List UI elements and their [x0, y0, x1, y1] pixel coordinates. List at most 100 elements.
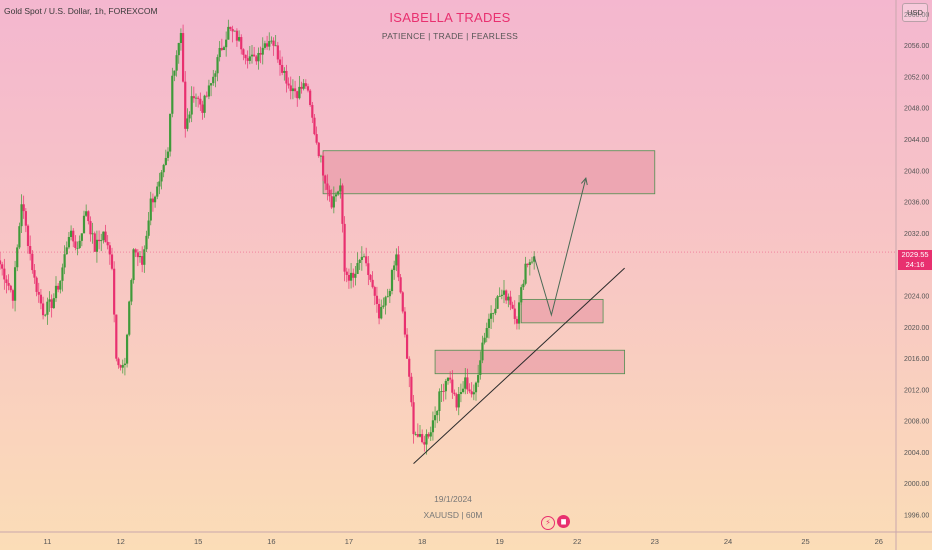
- candle-body: [276, 45, 279, 60]
- candle-body: [63, 254, 66, 268]
- candle-body: [141, 256, 144, 265]
- candle-body: [65, 247, 68, 255]
- candle-body: [436, 410, 439, 416]
- lightning-icon[interactable]: ⚡: [541, 516, 555, 530]
- candle-body: [242, 49, 245, 55]
- candle-body: [48, 299, 51, 302]
- candle-body: [192, 96, 195, 99]
- candle-body: [343, 223, 346, 272]
- candle-body: [270, 40, 273, 42]
- candle-body: [274, 45, 277, 47]
- candle-body: [102, 231, 105, 241]
- candle-body: [132, 249, 135, 281]
- candle-body: [54, 285, 58, 299]
- candle-body: [39, 294, 43, 304]
- candle-body: [386, 296, 389, 298]
- candle-body: [360, 256, 363, 260]
- candles: [0, 19, 536, 455]
- candle-body: [156, 186, 159, 197]
- candle-body: [151, 198, 155, 203]
- candle-body: [304, 83, 307, 87]
- candle-body: [505, 290, 508, 301]
- candle-body: [16, 247, 19, 268]
- candle-body: [143, 249, 146, 265]
- candle-body: [128, 301, 131, 335]
- candle-body: [339, 185, 342, 192]
- drawings: [0, 177, 896, 465]
- candle-body: [472, 392, 475, 395]
- candle-body: [399, 277, 402, 293]
- candle-body: [522, 283, 525, 288]
- y-tick-label: 2032.00: [904, 231, 929, 238]
- candle-body: [246, 58, 249, 61]
- last-price-value: 2029.55: [901, 250, 929, 259]
- candle-body: [293, 88, 297, 92]
- zones: [322, 150, 656, 375]
- y-tick-label: 2000.00: [904, 481, 929, 488]
- candle-body: [177, 42, 180, 56]
- candle-body: [354, 273, 357, 278]
- candle-body: [533, 256, 536, 262]
- candle-body: [74, 241, 77, 248]
- candle-body: [332, 196, 335, 208]
- candle-body: [315, 134, 318, 143]
- x-tick-label: 23: [651, 537, 659, 546]
- y-tick-label: 2036.00: [904, 200, 929, 207]
- candle-body: [442, 391, 445, 392]
- brand-title: ISABELLA TRADES: [389, 10, 511, 25]
- candle-body: [80, 233, 83, 241]
- y-tick-label: 2016.00: [904, 356, 929, 363]
- candle-body: [24, 211, 27, 226]
- time-axis[interactable]: 11 12 15 16 17 18 19 22 23 24 25 26: [43, 537, 882, 546]
- candle-body: [222, 47, 226, 51]
- candle-body: [291, 88, 295, 92]
- candle-body: [37, 291, 40, 295]
- candle-body: [78, 240, 81, 248]
- candle-body: [5, 279, 8, 284]
- candle-body: [212, 76, 215, 84]
- candle-body: [7, 283, 10, 286]
- candle-body: [459, 392, 463, 395]
- candle-body: [9, 285, 12, 291]
- candle-body: [237, 37, 241, 41]
- candle-body: [526, 263, 529, 265]
- x-tick-label: 26: [875, 537, 883, 546]
- candle-body: [421, 434, 424, 443]
- candle-body: [87, 211, 90, 222]
- candle-body: [337, 191, 340, 195]
- candle-body: [82, 215, 86, 234]
- candle-body: [408, 358, 411, 377]
- candle-body: [349, 272, 353, 281]
- projection-arrowhead: [580, 177, 588, 186]
- candle-body: [388, 291, 391, 297]
- candle-body: [414, 434, 417, 435]
- currency-button[interactable]: USD: [902, 3, 928, 22]
- candle-body: [425, 434, 428, 445]
- candle-body: [384, 297, 387, 306]
- candle-body: [410, 376, 413, 403]
- candle-body: [29, 246, 32, 254]
- candle-body: [494, 308, 497, 314]
- candle-body: [110, 254, 114, 269]
- symbol-watermark: XAUUSD | 60M: [423, 510, 483, 520]
- candle-body: [227, 26, 230, 40]
- flag-icon[interactable]: ▆: [557, 515, 570, 528]
- candle-body: [352, 272, 355, 278]
- candle-body: [220, 47, 223, 51]
- candle-body: [309, 90, 312, 105]
- candle-body: [412, 402, 415, 435]
- y-tick-label: 2004.00: [904, 450, 929, 457]
- candle-body: [166, 151, 170, 158]
- candle-body: [106, 241, 109, 246]
- x-tick-label: 22: [573, 537, 581, 546]
- candle-body: [257, 53, 260, 62]
- candle-body: [218, 47, 221, 58]
- x-tick-label: 25: [801, 537, 809, 546]
- candle-body: [197, 97, 200, 99]
- candle-body: [0, 260, 2, 265]
- symbol-description[interactable]: Gold Spot / U.S. Dollar, 1h, FOREXCOM: [4, 6, 158, 16]
- candle-body: [375, 295, 379, 304]
- candle-body: [22, 204, 25, 212]
- candle-body: [515, 318, 519, 324]
